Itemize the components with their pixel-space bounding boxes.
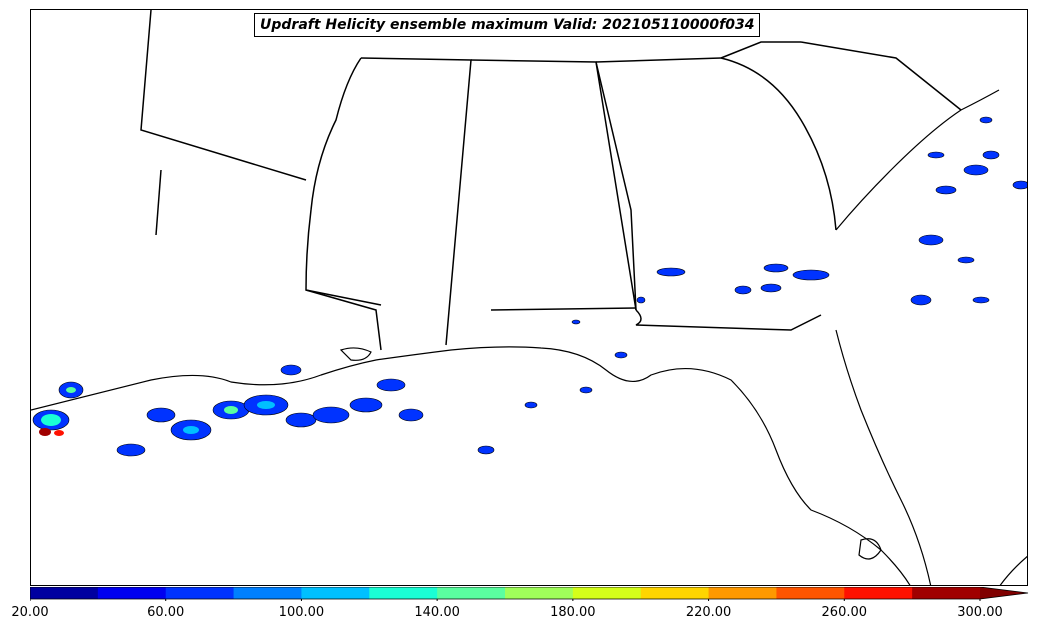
colorbar-bin-10 [708, 587, 777, 599]
colorbar-extend-arrow [980, 587, 1028, 599]
colorbar-bin-3 [233, 587, 302, 599]
colorbar-bin-6 [437, 587, 506, 599]
colorbar-bin-7 [505, 587, 574, 599]
colorbar-bin-5 [369, 587, 438, 599]
coastline [31, 89, 1027, 585]
colorbar-bin-12 [844, 587, 913, 599]
colorbar-tick-label: 180.00 [550, 605, 596, 620]
helicity-swaths [32, 116, 1027, 457]
colorbar-tick-label: 20.00 [11, 605, 49, 620]
map-title: Updraft Helicity ensemble maximum Valid:… [254, 13, 761, 37]
colorbar-bin-0 [30, 587, 99, 599]
colorbar [30, 587, 1029, 601]
colorbar-tick-label: 60.00 [147, 605, 185, 620]
colorbar-bin-11 [776, 587, 845, 599]
colorbar-tick-label: 260.00 [821, 605, 868, 620]
colorbar-bin-8 [572, 587, 642, 599]
colorbar-bins [30, 587, 1029, 601]
colorbar-outline [30, 587, 1029, 600]
colorbar-tick-label: 140.00 [414, 605, 460, 620]
colorbar-tick-label: 300.00 [957, 605, 1003, 620]
colorbar-bin-1 [97, 587, 167, 599]
colorbar-tick-label: 100.00 [278, 605, 325, 620]
colorbar-tick-label: 220.00 [685, 605, 732, 620]
map-panel [30, 9, 1028, 586]
colorbar-bin-4 [301, 587, 370, 599]
colorbar-bin-2 [165, 587, 235, 599]
colorbar-bin-9 [640, 587, 710, 599]
colorbar-bin-13 [912, 587, 981, 599]
state-borders [140, 10, 962, 351]
map-canvas [31, 10, 1027, 585]
